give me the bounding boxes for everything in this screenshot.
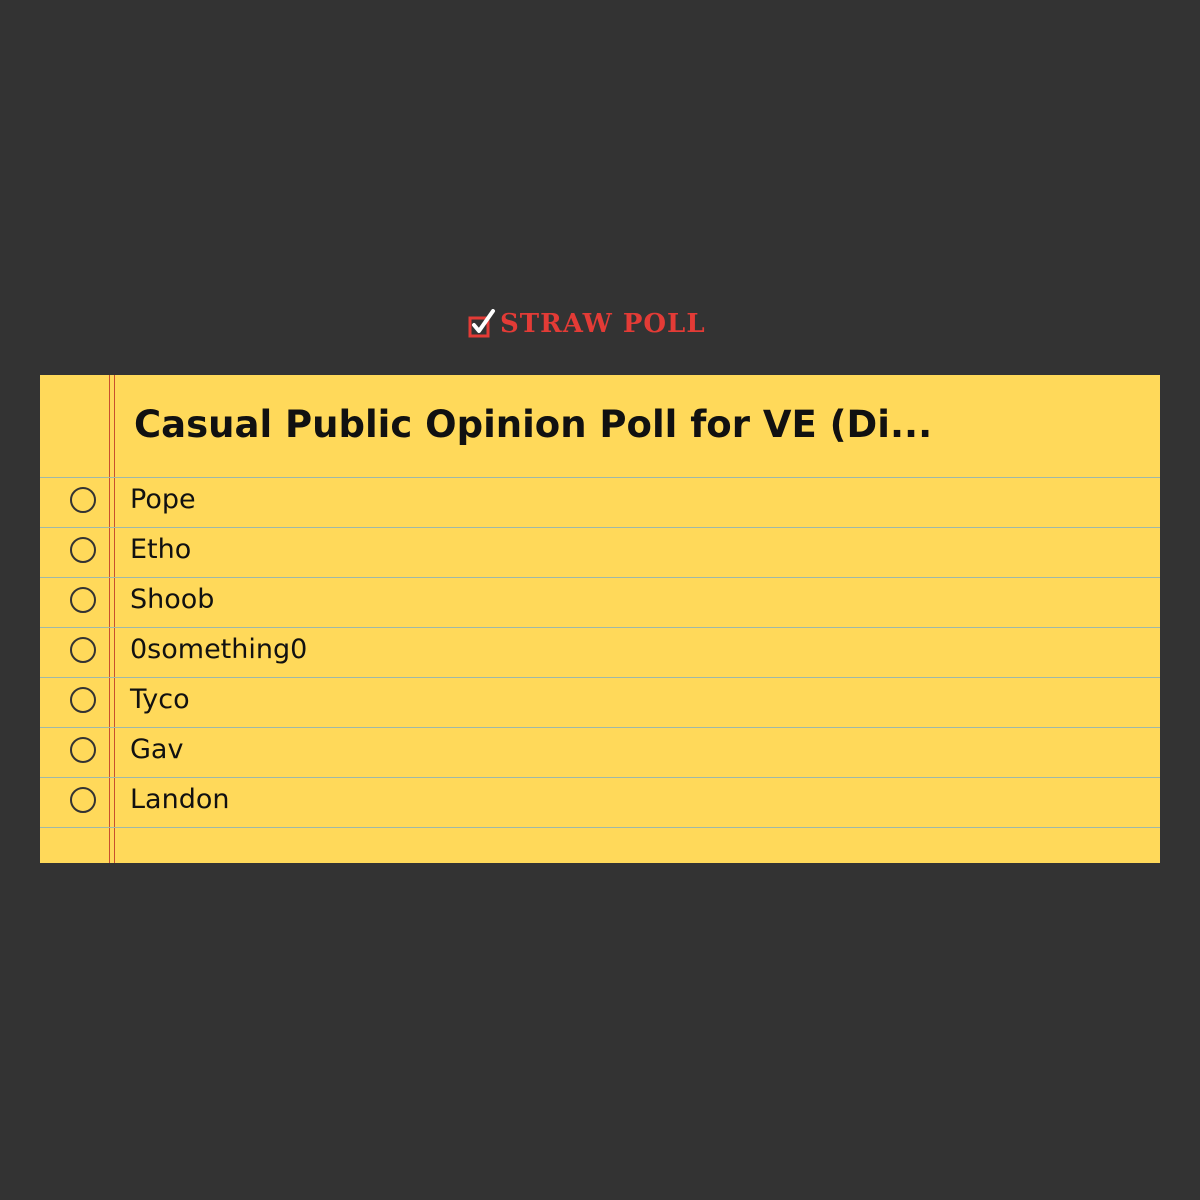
paper-rule [40,477,1160,478]
poll-option-etho[interactable]: Etho [40,528,1160,578]
radio-button[interactable] [70,737,96,763]
paper-rule [40,527,1160,528]
option-label: Gav [130,734,184,765]
paper-rule [40,677,1160,678]
poll-option-shoob[interactable]: Shoob [40,578,1160,628]
poll-options: Pope Etho Shoob 0something0 Tyco Gav [40,478,1160,828]
poll-option-0something0[interactable]: 0something0 [40,628,1160,678]
poll-title: Casual Public Opinion Poll for VE (Di... [134,403,933,446]
poll-card: Casual Public Opinion Poll for VE (Di...… [40,375,1160,863]
radio-button[interactable] [70,487,96,513]
paper-rule [40,777,1160,778]
option-label: Landon [130,784,230,815]
radio-button[interactable] [70,587,96,613]
option-label: 0something0 [130,634,308,665]
straw-poll-logo[interactable]: Straw Poll [468,306,706,342]
brand-name: Straw Poll [500,309,706,339]
option-label: Pope [130,484,196,515]
paper-rule [40,627,1160,628]
radio-button[interactable] [70,537,96,563]
margin-line [114,375,115,863]
option-label: Etho [130,534,192,565]
option-label: Shoob [130,584,215,615]
paper-rule [40,727,1160,728]
poll-option-gav[interactable]: Gav [40,728,1160,778]
poll-option-pope[interactable]: Pope [40,478,1160,528]
checkbox-check-icon [468,309,495,338]
poll-option-tyco[interactable]: Tyco [40,678,1160,728]
radio-button[interactable] [70,787,96,813]
margin-line [109,375,110,863]
radio-button[interactable] [70,687,96,713]
paper-rule [40,577,1160,578]
poll-option-landon[interactable]: Landon [40,778,1160,828]
radio-button[interactable] [70,637,96,663]
paper-rule [40,827,1160,828]
option-label: Tyco [130,684,190,715]
